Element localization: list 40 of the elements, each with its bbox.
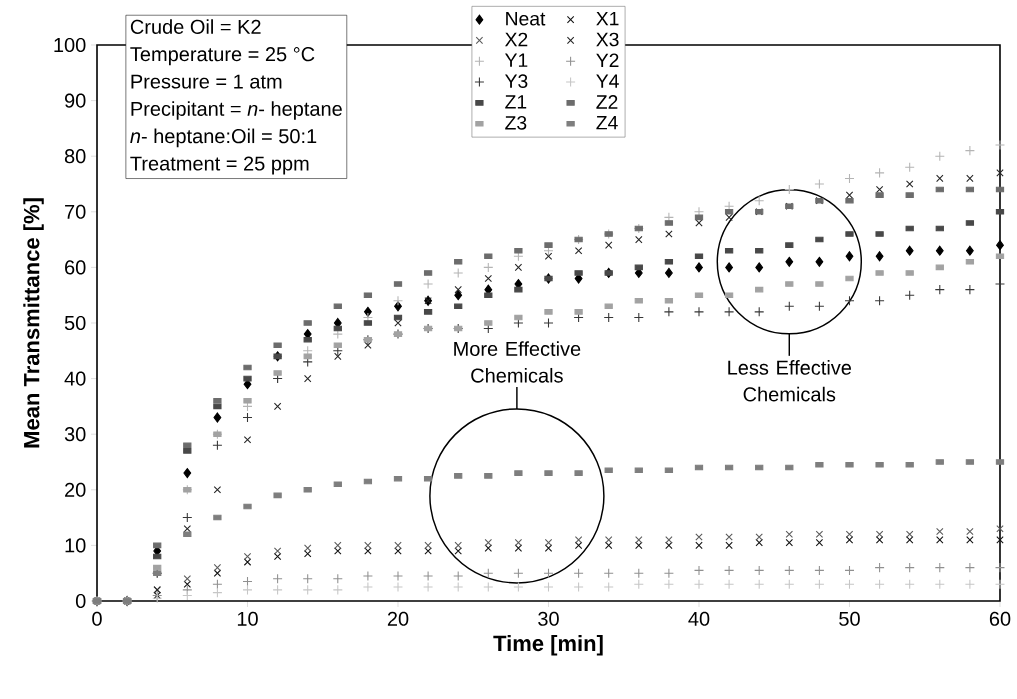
y-tick-label: 30 <box>64 427 86 442</box>
annotation: Temperature = 25 °C <box>130 47 315 66</box>
legend-label: X3 <box>596 32 619 47</box>
y-tick-label: 100 <box>54 37 86 53</box>
legend-label: X1 <box>596 12 619 26</box>
legend-label: Z2 <box>596 95 618 109</box>
legend-label: X2 <box>505 32 528 47</box>
x-tick-label: 30 <box>538 611 559 626</box>
annotation: Precipitant = n- heptane <box>131 101 342 120</box>
legend-label: Y2 <box>596 53 619 67</box>
x-tick-label: 50 <box>839 611 860 626</box>
x-axis-title: Time [min] <box>493 635 603 656</box>
legend-label: Neat <box>506 12 546 26</box>
x-tick-label: 60 <box>989 611 1011 626</box>
legend-label: Z3 <box>505 115 527 130</box>
annotation: n- heptane:Oil = 50:1 <box>130 128 317 148</box>
text: Crude Oil = K2 <box>130 19 261 34</box>
annotation: More Effective Chemicals <box>454 341 581 383</box>
annotation: Pressure = 1 atm <box>131 74 282 89</box>
y-tick-label: 0 <box>75 593 86 609</box>
legend-label: Y4 <box>596 74 619 88</box>
y-tick-label: 20 <box>65 482 86 497</box>
y-tick-label: 80 <box>64 149 86 164</box>
y-tick-label: 90 <box>64 93 86 108</box>
y-tick-label: 40 <box>64 371 86 386</box>
legend-label: Y3 <box>505 74 528 88</box>
x-tick-label: 0 <box>92 611 102 626</box>
y-axis-title: Mean Transmittance [%] <box>23 198 44 448</box>
annotation: Treatment = 25 ppm <box>130 156 309 175</box>
legend-label: Y1 <box>505 53 528 67</box>
x-tick-label: 10 <box>237 611 258 626</box>
y-tick-label: 70 <box>65 204 86 219</box>
y-tick-label: 60 <box>65 260 86 275</box>
x-tick-label: 40 <box>688 611 710 626</box>
x-tick-label: 20 <box>387 611 409 626</box>
annotation: Less Effective Chemicals <box>728 360 852 402</box>
y-tick-label: 50 <box>64 315 86 331</box>
legend-label: Z4 <box>596 116 618 130</box>
legend-label: Z1 <box>505 95 527 109</box>
y-tick-label: 10 <box>65 538 86 553</box>
